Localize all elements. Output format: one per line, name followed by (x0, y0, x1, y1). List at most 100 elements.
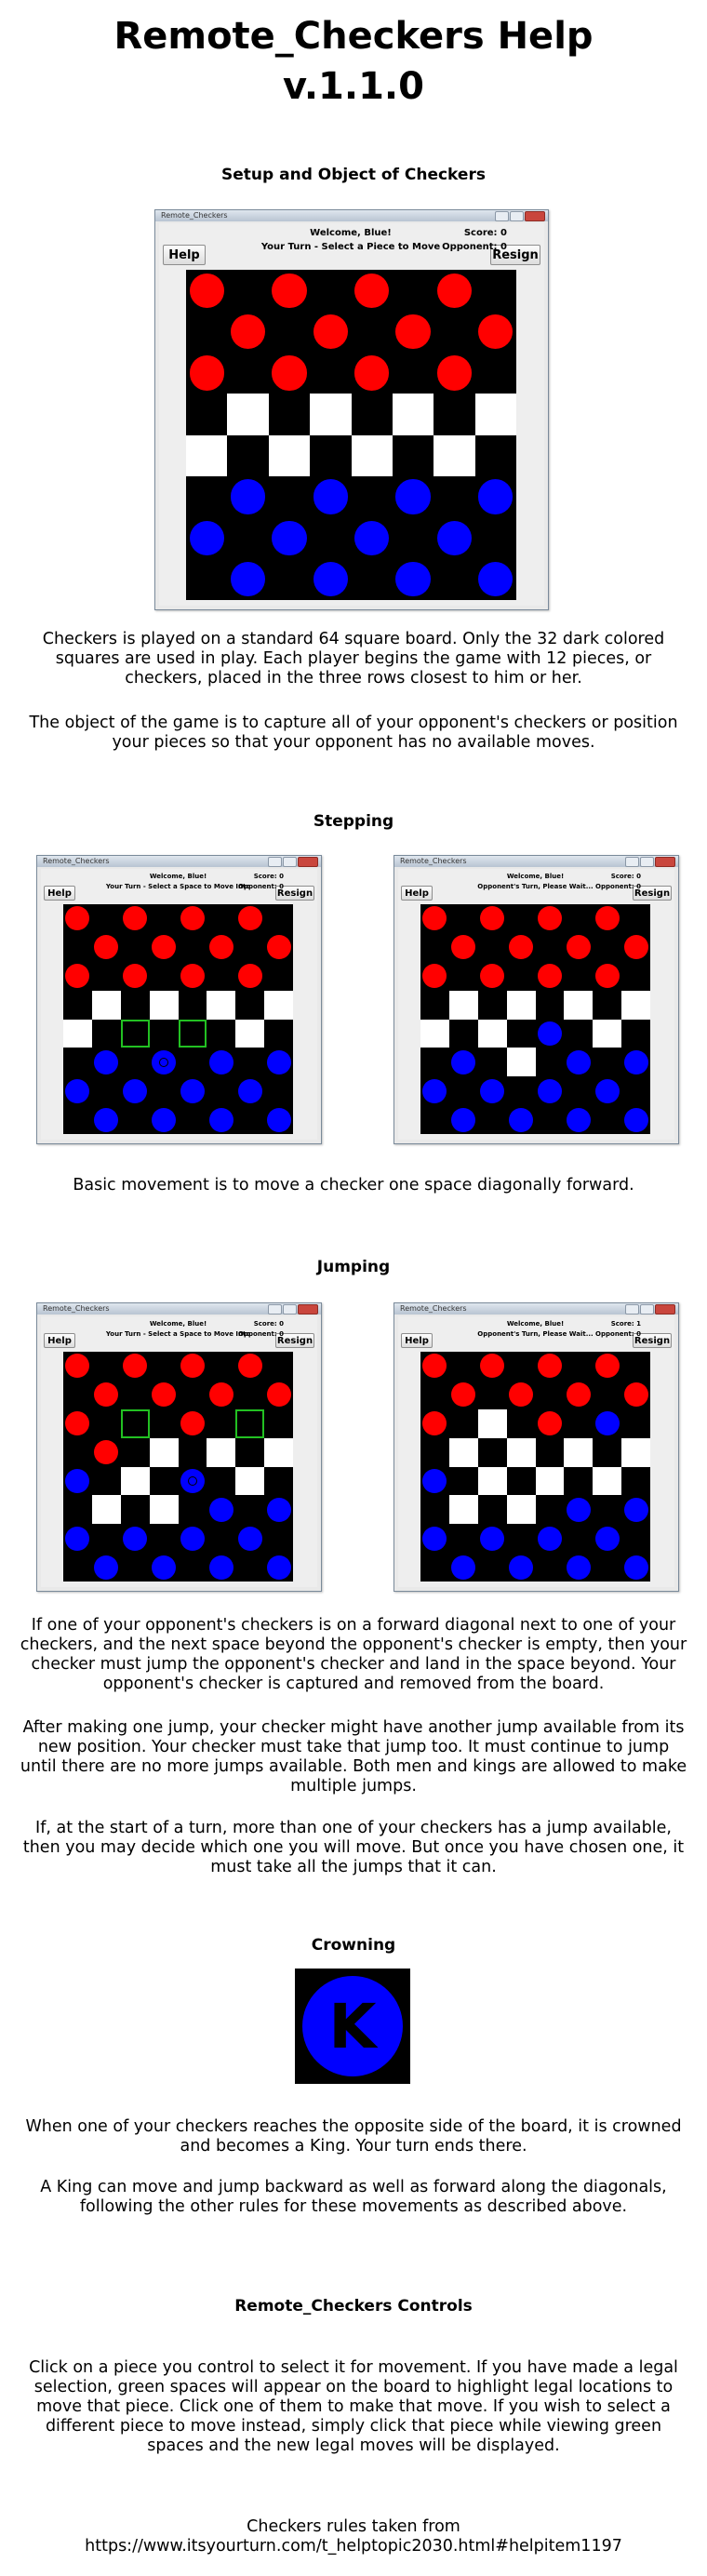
board-square-dark[interactable] (621, 1380, 650, 1409)
board-square-dark[interactable] (448, 1048, 478, 1077)
resign-button[interactable]: Resign (275, 886, 314, 901)
board-square-dark[interactable] (63, 1105, 92, 1134)
board-square-dark[interactable] (310, 270, 352, 312)
board-square-light[interactable] (149, 1495, 179, 1525)
board-square-dark[interactable] (178, 1437, 207, 1467)
board-square-dark[interactable] (593, 990, 622, 1020)
board-square-dark[interactable] (474, 311, 516, 353)
board-square-light[interactable] (506, 1495, 536, 1525)
board-square-light[interactable] (593, 1019, 622, 1048)
footer-source-link[interactable]: https://www.itsyourturn.com/t_helptopic2… (85, 2537, 622, 2556)
blue-checker[interactable] (266, 1497, 291, 1522)
blue-checker[interactable] (537, 1021, 562, 1046)
board-square-dark[interactable] (477, 1437, 507, 1467)
board-square-dark[interactable] (392, 352, 434, 394)
blue-checker[interactable] (266, 1107, 291, 1132)
board-square-dark[interactable] (477, 1553, 507, 1582)
board-square-dark[interactable] (207, 1495, 236, 1525)
blue-checker[interactable] (623, 1107, 648, 1132)
red-checker[interactable] (180, 1411, 205, 1436)
blue-checker[interactable] (208, 1049, 233, 1074)
help-button[interactable]: Help (401, 886, 433, 901)
board-square-dark[interactable] (593, 1553, 622, 1582)
board-square-dark[interactable] (506, 1076, 536, 1106)
red-checker[interactable] (237, 964, 262, 989)
board-square-dark[interactable] (448, 961, 478, 991)
board-square-dark[interactable] (91, 1380, 121, 1409)
red-checker[interactable] (123, 1354, 148, 1379)
blue-checker[interactable] (152, 1107, 177, 1132)
board-square-dark[interactable] (477, 1105, 507, 1134)
blue-checker[interactable] (94, 1107, 119, 1132)
board-square-dark[interactable] (392, 517, 434, 559)
board-square-dark[interactable] (593, 1076, 622, 1106)
red-checker[interactable] (422, 906, 447, 931)
board-square-dark[interactable] (420, 990, 449, 1020)
board-square-dark[interactable] (564, 1380, 594, 1409)
board-square-dark[interactable] (420, 1524, 449, 1554)
board-square-dark[interactable] (477, 1380, 507, 1409)
board-square-dark[interactable] (448, 1408, 478, 1438)
board-square-dark[interactable] (434, 270, 475, 312)
board-square-dark[interactable] (564, 1019, 594, 1048)
board-square-light[interactable] (506, 990, 536, 1020)
close-icon[interactable] (298, 1304, 318, 1315)
blue-checker[interactable] (123, 1078, 148, 1103)
board-square-dark[interactable] (268, 352, 311, 394)
blue-checker[interactable] (272, 520, 307, 556)
board-square-dark[interactable] (477, 1048, 507, 1077)
board-square-dark[interactable] (149, 932, 179, 962)
resign-button[interactable]: Resign (633, 1333, 672, 1348)
blue-checker[interactable] (422, 1078, 447, 1103)
help-button[interactable]: Help (44, 886, 75, 901)
board-square-dark[interactable] (474, 475, 516, 518)
board-square-dark[interactable] (264, 1352, 293, 1381)
board-square-light[interactable] (310, 394, 352, 435)
board-square-dark[interactable] (621, 1019, 650, 1048)
board-square-dark[interactable] (120, 961, 150, 991)
board-square-dark[interactable] (235, 1437, 265, 1467)
red-checker[interactable] (152, 935, 177, 960)
board-square-dark[interactable] (351, 311, 393, 353)
red-checker[interactable] (94, 935, 119, 960)
red-checker[interactable] (537, 1411, 562, 1436)
board-square-dark[interactable] (235, 1352, 265, 1381)
board-square-dark[interactable] (448, 1524, 478, 1554)
board-square-dark[interactable] (91, 1524, 121, 1554)
board-square-dark[interactable] (621, 1105, 650, 1134)
board-square-dark[interactable] (264, 1524, 293, 1554)
blue-checker[interactable] (566, 1497, 591, 1522)
red-checker[interactable] (594, 1354, 620, 1379)
board-square-dark[interactable] (420, 1352, 449, 1381)
close-icon[interactable] (655, 1304, 675, 1315)
help-button[interactable]: Help (163, 245, 206, 265)
board-square-dark[interactable] (186, 517, 228, 559)
red-checker[interactable] (480, 964, 505, 989)
red-checker[interactable] (94, 1382, 119, 1408)
board-square-dark[interactable] (420, 1466, 449, 1496)
board-square-dark[interactable] (535, 1019, 565, 1048)
board-square-dark[interactable] (434, 311, 475, 353)
board-square-light[interactable] (264, 990, 293, 1020)
blue-checker[interactable] (208, 1107, 233, 1132)
red-checker[interactable] (152, 1382, 177, 1408)
board-square-dark[interactable] (91, 961, 121, 991)
blue-checker[interactable] (451, 1049, 476, 1074)
board-square-dark[interactable] (392, 311, 434, 353)
board-square-dark[interactable] (474, 517, 516, 559)
board-square-dark[interactable] (434, 394, 475, 435)
blue-checker[interactable] (237, 1526, 262, 1551)
board-square-dark[interactable] (535, 1437, 565, 1467)
blue-checker[interactable] (354, 520, 390, 556)
board-square-dark[interactable] (63, 904, 92, 933)
red-checker[interactable] (208, 935, 233, 960)
board-square-light[interactable] (91, 1495, 121, 1525)
red-checker[interactable] (272, 273, 307, 308)
board-square-dark[interactable] (178, 1048, 207, 1077)
board-square-dark[interactable] (186, 475, 228, 518)
red-checker[interactable] (594, 964, 620, 989)
red-checker[interactable] (237, 1354, 262, 1379)
board-square-dark[interactable] (235, 1048, 265, 1077)
board-square-dark[interactable] (149, 961, 179, 991)
blue-checker[interactable] (180, 1078, 205, 1103)
